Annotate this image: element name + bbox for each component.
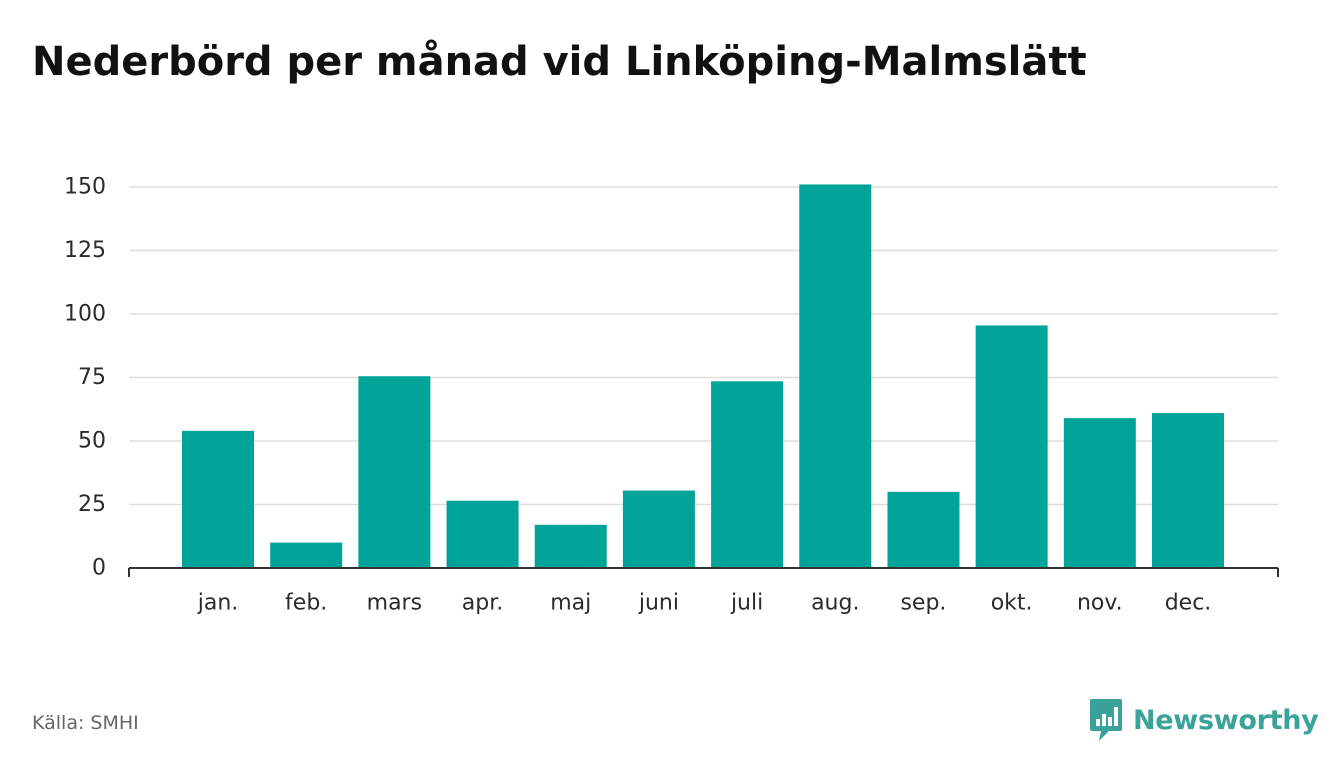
x-tick-label: juli (730, 591, 763, 616)
bar-jan (182, 430, 254, 568)
bar-feb (270, 542, 343, 568)
x-tick-labels: jan. feb. mars apr. maj juni juli aug. sep. okt. n… (197, 591, 1212, 616)
x-tick-label: dec. (1165, 591, 1212, 616)
bar-aug (799, 184, 872, 568)
chart-title: Nederbörd per månad vid Linköping-Malmsl… (32, 39, 1087, 85)
y-tick-labels: 0 25 50 75 100 125 150 (64, 175, 106, 581)
x-tick-label: sep. (900, 591, 946, 616)
y-tick-label: 100 (64, 302, 106, 327)
x-tick-label: nov. (1077, 591, 1123, 616)
x-tick-label: okt. (991, 591, 1033, 616)
bar-dec (1152, 413, 1224, 568)
bar-apr (446, 500, 519, 568)
bar-nov (1063, 418, 1136, 568)
x-tick-label: maj (550, 591, 591, 616)
brand-logo: Newsworthy (1089, 698, 1319, 742)
bars (182, 184, 1224, 568)
y-tick-label: 25 (78, 492, 106, 517)
bar-juli (711, 381, 784, 568)
y-tick-label: 50 (78, 429, 106, 454)
y-tick-label: 0 (92, 556, 106, 581)
x-tick-label: juni (638, 591, 679, 616)
gridlines (129, 186, 1278, 506)
y-tick-label: 75 (78, 365, 106, 390)
x-tick-label: apr. (462, 591, 503, 616)
x-tick-label: feb. (285, 591, 327, 616)
bar-maj (534, 524, 607, 568)
x-tick-label: mars (367, 591, 422, 616)
bar-okt (975, 325, 1048, 568)
newsworthy-logo-icon (1090, 699, 1122, 741)
x-tick-label: jan. (197, 591, 239, 616)
bar-juni (622, 490, 695, 568)
y-tick-label: 125 (64, 238, 106, 263)
bar-mars (358, 376, 431, 568)
source-note: Källa: SMHI (32, 712, 139, 734)
bar-sep (887, 491, 960, 568)
brand-name: Newsworthy (1133, 704, 1319, 736)
y-tick-label: 150 (64, 175, 106, 200)
x-tick-label: aug. (811, 591, 859, 616)
x-axis (128, 567, 1279, 577)
